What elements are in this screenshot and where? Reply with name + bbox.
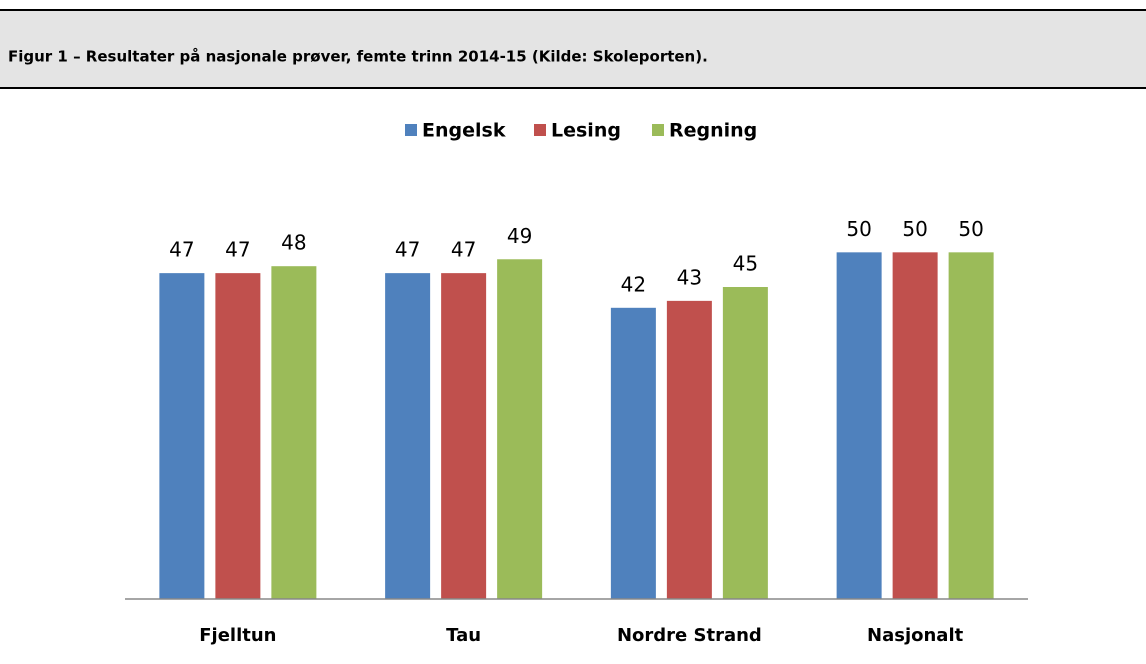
data-label: 48 (281, 231, 306, 255)
x-tick-label: Fjelltun (199, 625, 276, 646)
data-label: 42 (621, 272, 646, 296)
data-label: 49 (507, 224, 532, 248)
bar (441, 273, 487, 599)
bar (892, 252, 938, 600)
legend-label: Regning (669, 120, 757, 142)
bar (159, 273, 205, 599)
chart-title: Figur 1 – Resultater på nasjonale prøver… (8, 48, 708, 66)
data-label: 50 (958, 217, 983, 241)
data-label: 47 (169, 238, 194, 262)
legend-label: Engelsk (422, 120, 506, 142)
bar (385, 273, 431, 599)
title-box (0, 10, 1146, 88)
legend-label: Lesing (551, 120, 621, 142)
bar (722, 287, 768, 599)
bar (497, 259, 543, 599)
x-tick-label: Tau (446, 625, 481, 646)
legend-swatch (405, 124, 417, 136)
data-label: 47 (451, 238, 476, 262)
bar (215, 273, 261, 599)
bar (836, 252, 882, 600)
bar (610, 307, 656, 599)
bar (271, 266, 317, 599)
data-label: 47 (225, 238, 250, 262)
data-label: 50 (846, 217, 871, 241)
legend-swatch (534, 124, 546, 136)
legend-swatch (652, 124, 664, 136)
data-label: 47 (395, 238, 420, 262)
bar (948, 252, 994, 600)
bar (666, 300, 712, 599)
x-tick-label: Nordre Strand (617, 625, 762, 646)
data-label: 45 (733, 252, 758, 276)
data-label: 50 (902, 217, 927, 241)
data-label: 43 (677, 265, 702, 289)
x-tick-label: Nasjonalt (867, 625, 964, 646)
